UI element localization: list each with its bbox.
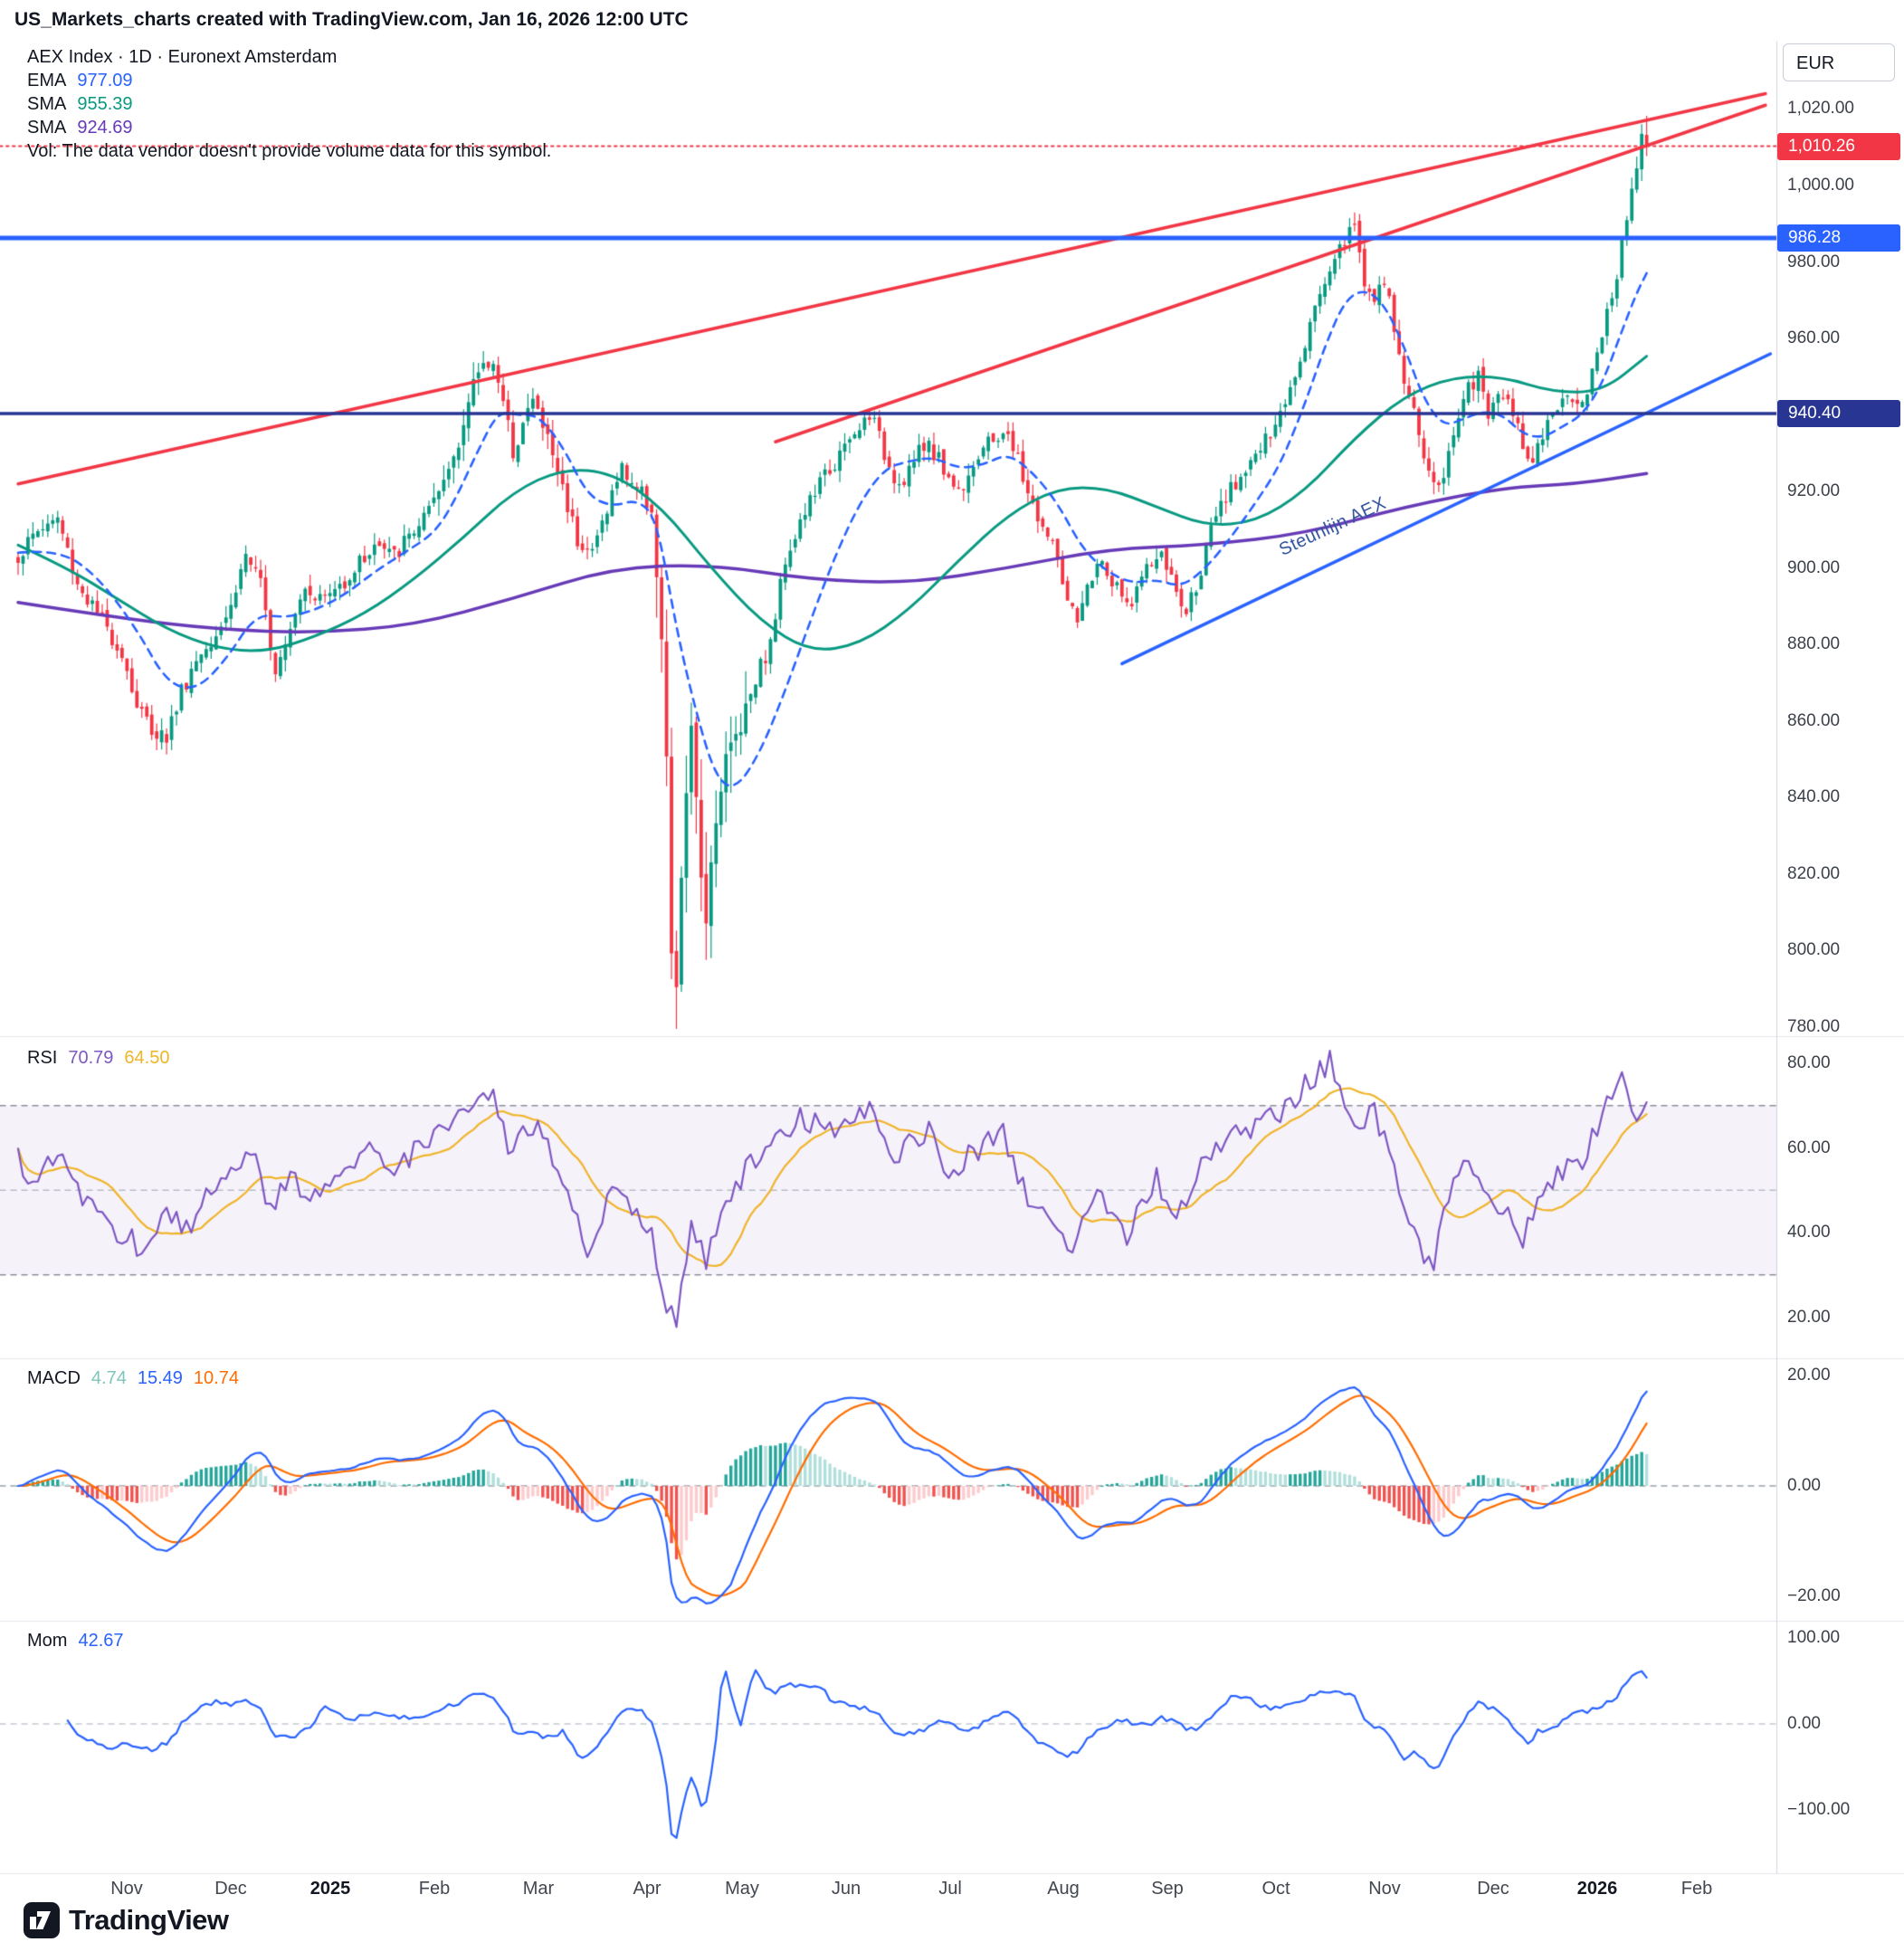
- time-label-May[interactable]: May: [725, 1879, 759, 1899]
- momentum-legend[interactable]: Mom 42.67: [27, 1629, 124, 1652]
- time-label-Jul[interactable]: Jul: [938, 1879, 962, 1899]
- macd-tick-20: 20.00: [1787, 1366, 1831, 1385]
- momentum-label: Mom: [27, 1631, 68, 1651]
- volume-note: Vol: The data vendor doesn't provide vol…: [27, 141, 552, 161]
- price-tick-1000: 1,000.00: [1787, 175, 1854, 195]
- rsi-tick-40: 40.00: [1787, 1223, 1831, 1242]
- price-tick-1020: 1,020.00: [1787, 99, 1854, 119]
- rsi-label: RSI: [27, 1048, 58, 1068]
- time-label-Feb[interactable]: Feb: [418, 1879, 451, 1899]
- price-tick-820: 820.00: [1787, 863, 1841, 883]
- macd-tick--20: −20.00: [1787, 1586, 1841, 1605]
- time-label-Oct[interactable]: Oct: [1261, 1879, 1290, 1899]
- rsi-tick-60: 60.00: [1787, 1138, 1831, 1157]
- time-label-Nov[interactable]: Nov: [110, 1879, 143, 1899]
- sma-mid-label: SMA: [27, 94, 67, 114]
- sma-long-legend-row[interactable]: SMA 924.69: [27, 116, 551, 139]
- rsi-legend[interactable]: RSI 70.79 64.50: [27, 1046, 169, 1070]
- tradingview-wordmark: TradingView: [69, 1904, 229, 1936]
- sma-long-label: SMA: [27, 118, 67, 138]
- macd-value: 15.49: [137, 1368, 183, 1388]
- time-label-Dec[interactable]: Dec: [214, 1879, 247, 1899]
- time-label-Dec[interactable]: Dec: [1477, 1879, 1509, 1899]
- time-label-Sep[interactable]: Sep: [1151, 1879, 1184, 1899]
- mom-tick--100: −100.00: [1787, 1800, 1851, 1819]
- time-label-Apr[interactable]: Apr: [633, 1879, 662, 1899]
- time-label-2026[interactable]: 2026: [1576, 1879, 1618, 1899]
- time-label-Jun[interactable]: Jun: [831, 1879, 862, 1899]
- price-tick-980: 980.00: [1787, 252, 1841, 271]
- price-tick-800: 800.00: [1787, 940, 1841, 960]
- macd-tick-0: 0.00: [1787, 1476, 1821, 1495]
- time-label-Feb[interactable]: Feb: [1680, 1879, 1713, 1899]
- price-tick-900: 900.00: [1787, 557, 1841, 577]
- time-label-Aug[interactable]: Aug: [1047, 1879, 1080, 1899]
- rsi-tick-20: 20.00: [1787, 1307, 1831, 1327]
- price-tick-860: 860.00: [1787, 710, 1841, 730]
- mom-tick-0: 0.00: [1787, 1714, 1821, 1733]
- last-price-badge: 1,010.26: [1777, 132, 1900, 160]
- macd-legend[interactable]: MACD 4.74 15.49 10.74: [27, 1366, 239, 1390]
- support-price-badge: 940.40: [1777, 399, 1900, 427]
- sma-mid-value: 955.39: [77, 94, 133, 114]
- currency-label: EUR: [1796, 53, 1835, 73]
- tradingview-footer[interactable]: TradingView: [24, 1902, 229, 1938]
- price-tick-780: 780.00: [1787, 1017, 1841, 1036]
- time-label-Nov[interactable]: Nov: [1368, 1879, 1401, 1899]
- symbol-legend: AEX Index · 1D · Euronext Amsterdam EMA 9…: [27, 45, 551, 163]
- time-label-Mar[interactable]: Mar: [522, 1879, 555, 1899]
- symbol-title[interactable]: AEX Index · 1D · Euronext Amsterdam: [27, 47, 338, 67]
- tradingview-logo-icon: [24, 1902, 60, 1938]
- price-tick-880: 880.00: [1787, 634, 1841, 654]
- macd-signal-value: 10.74: [193, 1368, 239, 1388]
- sma-long-value: 924.69: [77, 118, 133, 138]
- time-label-2025[interactable]: 2025: [309, 1879, 351, 1899]
- price-tick-840: 840.00: [1787, 787, 1841, 807]
- macd-hist-value: 4.74: [90, 1368, 127, 1388]
- ema-value: 977.09: [77, 71, 133, 90]
- page-title: US_Markets_charts created with TradingVi…: [14, 9, 689, 30]
- rsi-tick-80: 80.00: [1787, 1053, 1831, 1072]
- ema-label: EMA: [27, 71, 67, 90]
- rsi-ma-value: 64.50: [124, 1048, 170, 1068]
- mom-tick-100: 100.00: [1787, 1628, 1841, 1647]
- resistance-price-badge: 986.28: [1777, 224, 1900, 252]
- price-tick-960: 960.00: [1787, 328, 1841, 348]
- ema-legend-row[interactable]: EMA 977.09: [27, 69, 551, 92]
- momentum-value: 42.67: [78, 1631, 124, 1651]
- macd-label: MACD: [27, 1368, 81, 1388]
- currency-selector[interactable]: EUR: [1783, 43, 1895, 81]
- price-tick-920: 920.00: [1787, 481, 1841, 501]
- sma-mid-legend-row[interactable]: SMA 955.39: [27, 92, 551, 116]
- rsi-value: 70.79: [68, 1048, 114, 1068]
